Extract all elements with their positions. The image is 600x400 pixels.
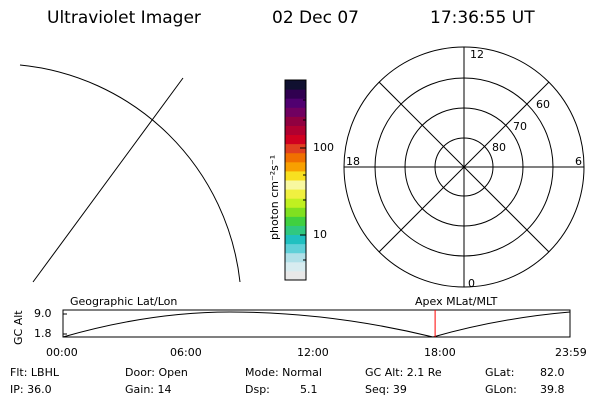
color-bar-segment — [285, 234, 306, 245]
color-bar-segment — [285, 216, 306, 226]
color-bar-segment — [285, 143, 306, 154]
polar-diagonal-2 — [378, 81, 550, 253]
color-bar-segment — [285, 134, 306, 145]
filter-status: Flt: LBHL — [10, 366, 59, 379]
glon-value: 39.8 — [540, 383, 565, 396]
glat-value: 82.0 — [540, 366, 565, 379]
mlt-label-0: 0 — [468, 277, 475, 290]
altitude-curve — [62, 311, 571, 338]
door-status: Door: Open — [125, 366, 188, 379]
color-bar-segment — [285, 198, 306, 208]
lat-label-80: 80 — [492, 141, 506, 154]
xtick-label: 06:00 — [170, 346, 202, 359]
color-bar-segment — [285, 180, 306, 190]
color-bar-segment — [285, 125, 306, 136]
xtick-label: 18:00 — [424, 346, 456, 359]
ip-status: IP: 36.0 — [10, 383, 52, 396]
color-bar-segment — [285, 89, 306, 99]
color-bar-segment — [285, 252, 306, 263]
color-bar-segment — [285, 152, 306, 163]
color-bar-segment — [285, 225, 306, 236]
xtick-label: 12:00 — [297, 346, 329, 359]
color-bar-frame — [284, 79, 307, 281]
instrument-title: Ultraviolet Imager — [47, 8, 201, 28]
lat-label-60: 60 — [536, 98, 550, 111]
dsp-label: Dsp: — [245, 383, 270, 396]
mlt-label-6: 6 — [575, 155, 582, 168]
color-bar-label-10: 10 — [313, 228, 327, 241]
sequence-status: Seq: 39 — [365, 383, 407, 396]
orbit-plot-frame — [62, 309, 571, 338]
gain-status: Gain: 14 — [125, 383, 172, 396]
color-bar-segment — [285, 98, 306, 108]
color-bar-segment — [285, 207, 306, 217]
color-bar-segment — [285, 270, 306, 281]
color-bar-label-100: 100 — [313, 141, 334, 154]
color-bar-segment — [285, 170, 306, 181]
xtick-label: 23:59 — [555, 346, 587, 359]
color-bar-segment — [285, 261, 306, 272]
mlt-label-18: 18 — [346, 155, 360, 168]
geographic-meridian-line — [32, 77, 184, 283]
mlt-label-12: 12 — [470, 48, 484, 61]
color-bar-segment — [285, 189, 306, 199]
gc-alt-axis-label: GC Alt — [12, 310, 25, 345]
apex-label: Apex MLat/MLT — [415, 295, 498, 308]
color-bar-segment — [285, 116, 306, 126]
ytick-label-bottom: 1.8 — [34, 327, 52, 340]
glon-label: GLon: — [485, 383, 517, 396]
geographic-label: Geographic Lat/Lon — [70, 295, 178, 308]
color-bar-segment — [285, 80, 306, 90]
polar-grid — [343, 46, 585, 288]
lat-label-70: 70 — [513, 120, 527, 133]
color-bar-unit-label: photon cm⁻²s⁻¹ — [268, 154, 281, 240]
xtick-label: 00:00 — [46, 346, 78, 359]
gc-alt-status: GC Alt: 2.1 Re — [365, 366, 442, 379]
glat-label: GLat: — [485, 366, 515, 379]
date-label: 02 Dec 07 — [272, 8, 359, 28]
color-bar — [285, 80, 306, 281]
dsp-value: 5.1 — [300, 383, 318, 396]
color-bar-segment — [285, 161, 306, 172]
ytick-label-top: 9.0 — [34, 307, 52, 320]
mode-status: Mode: Normal — [245, 366, 322, 379]
time-label: 17:36:55 UT — [430, 8, 535, 28]
earth-limb-arc — [19, 64, 241, 283]
color-bar-segment — [285, 243, 306, 254]
color-bar-segment — [285, 107, 306, 117]
